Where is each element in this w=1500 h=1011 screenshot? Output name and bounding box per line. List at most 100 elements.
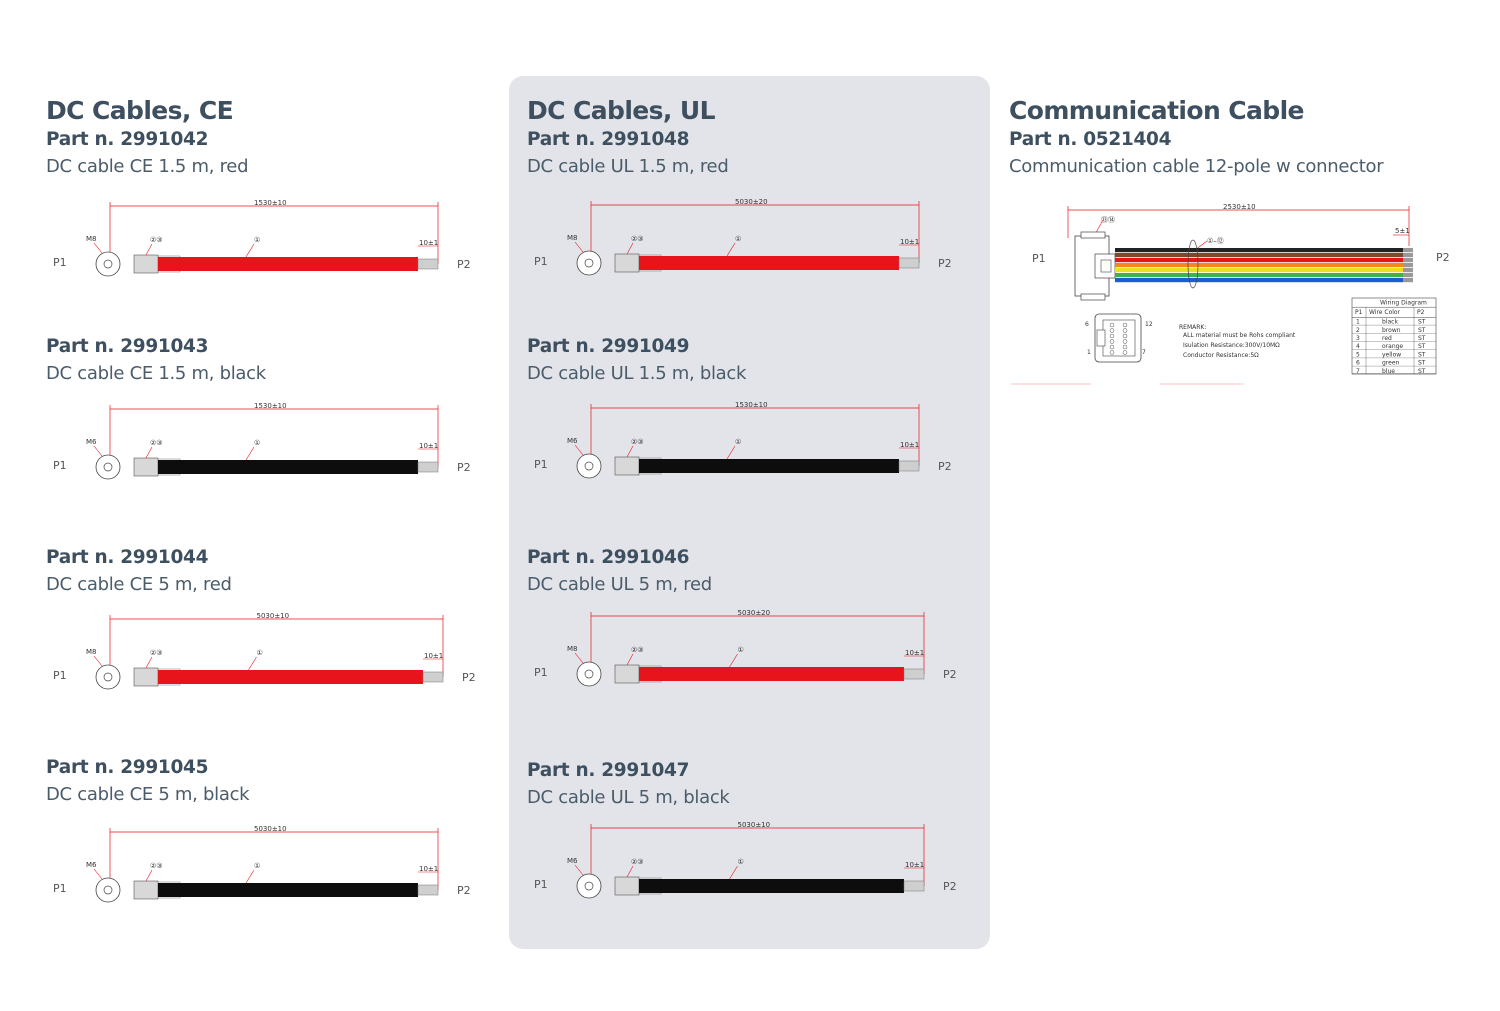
- wire: [1115, 263, 1403, 268]
- tip-label: 10±1: [419, 239, 438, 247]
- ce-heading: DC Cables, CE: [46, 96, 234, 125]
- length-label: 1530±10: [254, 402, 287, 410]
- length-label: 1530±10: [735, 401, 768, 409]
- callout-leader: [145, 446, 153, 459]
- part-description: DC cable CE 5 m, black: [46, 784, 250, 805]
- stripped-tip: [898, 257, 920, 269]
- part-number: Part n. 0521404: [1009, 129, 1172, 150]
- part-description: Communication cable 12-pole w connector: [1009, 156, 1384, 177]
- p1-label: P1: [1032, 252, 1046, 265]
- wire: [1115, 253, 1403, 258]
- callout-leader: [626, 865, 634, 878]
- length-label: 5030±20: [738, 609, 771, 617]
- wire-tip: [1403, 248, 1413, 253]
- crimp-barrel: [133, 880, 159, 900]
- table-cell: 2: [1356, 327, 1360, 334]
- stripped-tip: [417, 258, 439, 270]
- remark-line: REMARK:: [1179, 324, 1206, 331]
- callout-leader: [93, 868, 103, 880]
- ul-panel-background: [509, 76, 990, 949]
- wire-tip: [1403, 258, 1413, 263]
- crimp-barrel: [614, 664, 640, 684]
- pin-label: 7: [1142, 349, 1146, 356]
- cable-body: [639, 879, 904, 893]
- lug-hole: [103, 672, 113, 682]
- remark-line: ALL material must be Rohs compliant: [1183, 332, 1296, 339]
- comm-wire-bundle: [1115, 248, 1413, 283]
- callout-1: ①: [254, 236, 260, 244]
- cable-drawing: 1530±10 10±1 P1 P2 M8 ②③ ①: [53, 199, 471, 277]
- connector-pin: [1122, 339, 1128, 344]
- table-cell: 4: [1356, 343, 1360, 350]
- part-description: DC cable UL 5 m, black: [527, 787, 730, 808]
- table-cell: 6: [1356, 360, 1360, 367]
- connector-pin: [1122, 344, 1128, 350]
- cable-body: [158, 670, 423, 684]
- connector-pin: [1122, 350, 1128, 355]
- p1-label: P1: [53, 459, 67, 472]
- part-description: DC cable CE 1.5 m, black: [46, 363, 266, 384]
- callout-23: ②③: [150, 439, 163, 447]
- connector-pin: [1109, 344, 1115, 350]
- table-header: P1: [1355, 309, 1363, 316]
- cable-body: [158, 883, 418, 897]
- stripped-tip: [417, 461, 439, 473]
- cable-body: [639, 256, 899, 270]
- part-number: Part n. 2991045: [46, 757, 209, 778]
- p1-label: P1: [534, 666, 548, 679]
- table-header: P2: [1417, 309, 1425, 316]
- crimp-barrel: [614, 456, 640, 476]
- wire: [1115, 248, 1403, 253]
- remark-line: Isulation Resistance:300V/10MΩ: [1183, 342, 1280, 349]
- table-cell: ST: [1418, 319, 1426, 326]
- tip-label: 10±1: [900, 238, 919, 246]
- crimp-barrel: [614, 253, 640, 273]
- stripped-tip: [898, 460, 920, 472]
- table-cell: ST: [1418, 368, 1426, 375]
- comm-cable-drawing: 2530±10 5±1 ⑬⑭ ①–⑫ P1 P2 6 12 1: [1011, 203, 1450, 385]
- callout-leader: [245, 869, 255, 884]
- lug-hole: [584, 258, 594, 268]
- crimp-barrel: [133, 457, 159, 477]
- tip-label: 10±1: [419, 442, 438, 450]
- wire-tip: [1403, 278, 1413, 283]
- lug-hole: [584, 881, 594, 891]
- callout-23: ②③: [631, 646, 644, 654]
- wire: [1115, 273, 1403, 278]
- lug-size-label: M6: [86, 861, 97, 869]
- callout-leader: [626, 445, 634, 458]
- part-description: DC cable UL 1.5 m, red: [527, 156, 729, 177]
- lug-hole: [103, 885, 113, 895]
- part-number: Part n. 2991042: [46, 129, 209, 150]
- tip-label: 10±1: [900, 441, 919, 449]
- connector-pin: [1122, 333, 1128, 339]
- length-label: 5030±10: [738, 821, 771, 829]
- callout-leader: [574, 444, 584, 456]
- callout-leader: [574, 652, 584, 664]
- cable-drawing: 5030±20 10±1 P1 P2 M8 ②③ ①: [534, 198, 952, 276]
- p2-label: P2: [457, 461, 471, 474]
- table-cell: red: [1382, 335, 1392, 342]
- p2-label: P2: [457, 258, 471, 271]
- callout-leader: [726, 445, 736, 460]
- callout-1: ①: [254, 439, 260, 447]
- tip-label: 10±1: [419, 865, 438, 873]
- connector-pin: [1109, 328, 1115, 333]
- lug-size-label: M8: [567, 234, 578, 242]
- p2-label: P2: [943, 668, 957, 681]
- cable-drawing: 5030±10 10±1 P1 P2 M8 ②③ ①: [53, 612, 476, 690]
- part-number: Part n. 2991044: [46, 547, 209, 568]
- length-label: 5030±10: [254, 825, 287, 833]
- lug-hole: [584, 461, 594, 471]
- callout-leader: [726, 242, 736, 257]
- table-cell: 7: [1356, 368, 1360, 375]
- cable-drawing: 5030±20 10±1 P1 P2 M8 ②③ ①: [534, 609, 957, 687]
- callout-leader: [626, 242, 634, 255]
- length-label: 5030±10: [257, 612, 290, 620]
- p1-label: P1: [53, 669, 67, 682]
- lug-size-label: M6: [86, 438, 97, 446]
- table-cell: orange: [1382, 343, 1403, 350]
- lug-size-label: M8: [567, 645, 578, 653]
- length-label: 1530±10: [254, 199, 287, 207]
- connector-pin: [1109, 322, 1115, 328]
